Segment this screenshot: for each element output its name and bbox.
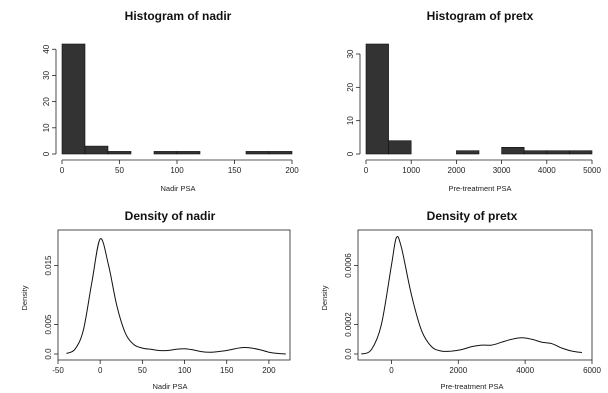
x-axis-label: Nadir PSA [160, 184, 195, 193]
x-tick-label: 6000 [583, 366, 601, 375]
histogram-nadir-panel: Histogram of nadir Nadir PSA 0 10 20 30 40 0 5… [42, 9, 299, 193]
x-tick-label: 100 [178, 366, 192, 375]
histogram-bar [501, 147, 525, 155]
x-tick-label: 3000 [493, 166, 511, 175]
chart-title: Density of pretx [427, 209, 518, 223]
x-tick-label: 150 [228, 166, 242, 175]
y-tick-label: 0 [346, 151, 355, 156]
histogram-bar [245, 151, 270, 155]
y-tick-label: 0.015 [44, 255, 53, 276]
y-axis-label: Density [320, 285, 329, 310]
y-tick-label: 10 [346, 116, 355, 125]
x-axis-label: Pre-treatment PSA [441, 382, 504, 391]
histogram-pretx-panel: Histogram of pretx Pre-treatment PSA 0 10… [346, 9, 601, 193]
chart-title: Histogram of pretx [427, 9, 534, 23]
histogram-bar [107, 151, 132, 155]
y-tick-label: 0.0006 [344, 253, 353, 278]
y-tick-label: 0.005 [44, 314, 53, 335]
x-axis-label: Nadir PSA [152, 382, 187, 391]
y-tick-label: 20 [42, 97, 51, 106]
y-tick-label: 0 [42, 151, 51, 156]
histogram-bar [365, 43, 389, 155]
y-axis-label: Density [20, 285, 29, 310]
y-tick-label: 0.0002 [344, 312, 353, 337]
histogram-bar [456, 150, 480, 155]
histogram-bar [388, 140, 412, 155]
x-tick-label: 4000 [516, 366, 534, 375]
x-axis-label: Pre-treatment PSA [449, 184, 512, 193]
x-tick-label: 0 [98, 366, 103, 375]
density-curve [361, 235, 583, 355]
chart-title: Histogram of nadir [125, 9, 232, 23]
x-tick-label: 0 [60, 166, 65, 175]
density-nadir-panel: Density of nadir Nadir PSA Density -50 0 5… [20, 209, 291, 391]
x-tick-label: 2000 [449, 366, 467, 375]
y-tick-label: 20 [346, 82, 355, 91]
x-tick-label: 200 [262, 366, 276, 375]
y-tick-label: 40 [42, 44, 51, 53]
density-curve [66, 238, 286, 355]
chart-title: Density of nadir [125, 209, 216, 223]
x-tick-label: 1000 [402, 166, 420, 175]
x-tick-label: 2000 [448, 166, 466, 175]
x-tick-label: 50 [138, 366, 147, 375]
y-tick-label: 10 [42, 123, 51, 132]
histogram-bar [153, 151, 178, 155]
plot-frame [357, 229, 593, 361]
y-tick-label: 0.0 [44, 348, 53, 360]
y-tick-label: 30 [346, 49, 355, 58]
x-tick-label: 5000 [583, 166, 601, 175]
histogram-bar [61, 43, 86, 155]
x-tick-label: 50 [115, 166, 124, 175]
histogram-bar [523, 150, 548, 155]
x-tick-label: 100 [170, 166, 184, 175]
histogram-bar [569, 150, 593, 155]
x-tick-label: -50 [52, 366, 64, 375]
x-tick-label: 200 [285, 166, 299, 175]
histogram-bar [268, 151, 293, 155]
histogram-bar [546, 150, 570, 155]
y-tick-label: 30 [42, 70, 51, 79]
x-tick-label: 0 [364, 166, 369, 175]
x-tick-label: 0 [389, 366, 394, 375]
x-tick-label: 150 [220, 366, 234, 375]
plot-frame [57, 229, 291, 361]
x-tick-label: 4000 [538, 166, 556, 175]
histogram-bar [176, 151, 201, 155]
histogram-bar [84, 145, 109, 155]
y-tick-label: 0.0 [344, 348, 353, 360]
density-pretx-panel: Density of pretx Pre-treatment PSA Densi… [320, 209, 601, 391]
